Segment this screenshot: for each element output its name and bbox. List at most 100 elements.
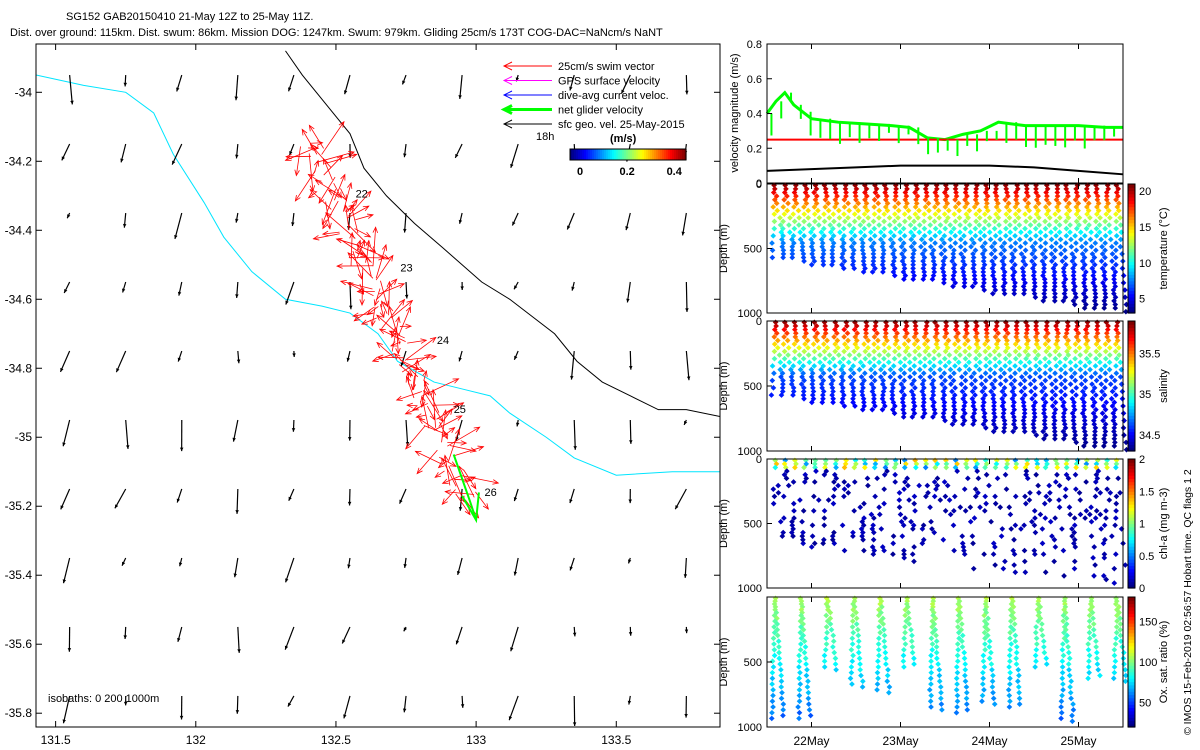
profile-point (1001, 428, 1007, 435)
profile-point (1111, 276, 1117, 283)
legend-label: sfc geo. vel. 25-May-2015 (558, 119, 685, 131)
profile-point (827, 374, 834, 380)
profile-point (796, 664, 802, 670)
profile-point (1067, 689, 1074, 696)
profile-point (1060, 652, 1067, 659)
profile-point (886, 222, 893, 228)
profile-point (881, 384, 888, 391)
profile-point (1010, 428, 1016, 435)
geo-vector-head (236, 359, 241, 364)
profile-point (1020, 269, 1027, 275)
profile-point (1109, 243, 1115, 250)
profile-point (1046, 497, 1053, 503)
profile-point (1052, 211, 1059, 218)
profile-point (789, 254, 796, 261)
profile-point (927, 222, 934, 228)
cbar-cell (1128, 675, 1135, 679)
profile-point (1073, 294, 1079, 301)
profile-point (860, 251, 867, 257)
profile-point (1033, 471, 1039, 478)
profile-point (923, 461, 930, 467)
profile-point (930, 392, 937, 398)
profile-point (890, 533, 897, 539)
profile-point (931, 406, 938, 413)
profile-point (802, 644, 809, 650)
geo-vector-head (510, 647, 514, 652)
swim-vector-head (323, 157, 329, 165)
profile-point (1052, 294, 1058, 301)
profile-point (1102, 428, 1109, 435)
profile-point (941, 189, 948, 196)
profile-point (1109, 258, 1115, 264)
profile-point (906, 359, 913, 366)
profile-point (884, 337, 890, 344)
profile-point (810, 341, 817, 347)
profile-point (808, 229, 814, 236)
profile-point (870, 536, 877, 543)
swim-vector (336, 238, 358, 246)
colorbar-cell (650, 149, 653, 160)
profile-point (853, 615, 860, 622)
profile-point (1097, 489, 1104, 496)
profile-point (1106, 366, 1113, 373)
profile-point (832, 461, 839, 467)
geo-vector-head (514, 285, 518, 290)
profile-point (950, 254, 957, 261)
profile-point (829, 251, 836, 257)
profile-point (909, 381, 915, 388)
swim-vector (379, 328, 406, 342)
figure-title-line2: Dist. over ground: 115km. Dist. swum: 86… (10, 27, 663, 39)
profile-point (910, 395, 917, 402)
profile-point (830, 632, 837, 639)
profile-point (922, 355, 928, 362)
profile-point (1093, 392, 1099, 398)
profile-point (962, 341, 968, 347)
profile-point (1015, 678, 1021, 685)
profile-point (851, 464, 858, 471)
profile-point (976, 352, 983, 358)
colorbar-cell (612, 149, 615, 160)
profile-point (1086, 359, 1093, 366)
profile-point (783, 323, 790, 329)
profile-point (962, 225, 969, 232)
profile-point (956, 207, 962, 214)
cbar-cell (1128, 382, 1135, 387)
profile-point (1113, 355, 1120, 362)
profile-point (1120, 425, 1127, 431)
profile-point (1042, 370, 1049, 377)
profile-point (1036, 222, 1042, 228)
profile-point (934, 655, 940, 662)
profile-point (796, 686, 803, 693)
profile-point (821, 218, 828, 225)
profile-point (900, 225, 907, 232)
profile-point (880, 258, 886, 264)
colorbar-cell (570, 149, 573, 160)
profile-point (877, 374, 884, 380)
profile-point (953, 709, 960, 716)
profile-point (840, 225, 847, 232)
profile-point (1011, 269, 1018, 275)
swim-vector (391, 316, 400, 352)
profile-point (1112, 283, 1119, 290)
profile-point (861, 515, 867, 521)
swim-vector (316, 151, 355, 163)
profile-point (1107, 489, 1114, 496)
profile-point (1052, 348, 1059, 355)
colorbar-cell (678, 149, 681, 160)
profile-point (878, 366, 884, 373)
profile-point (856, 638, 862, 645)
cbar-cell (1128, 565, 1135, 570)
profile-point (992, 544, 998, 550)
profile-point (1003, 186, 1010, 192)
profile-point (805, 214, 812, 221)
swim-vector (375, 255, 394, 281)
profile-point (871, 225, 878, 232)
profile-point (1113, 629, 1120, 636)
geo-vector-head (514, 355, 518, 360)
profile-point (822, 204, 829, 210)
profile-point (853, 621, 860, 627)
profile-point (1098, 366, 1105, 373)
profile-point (941, 240, 947, 246)
profile-point (778, 666, 784, 673)
profile-point (811, 189, 817, 196)
